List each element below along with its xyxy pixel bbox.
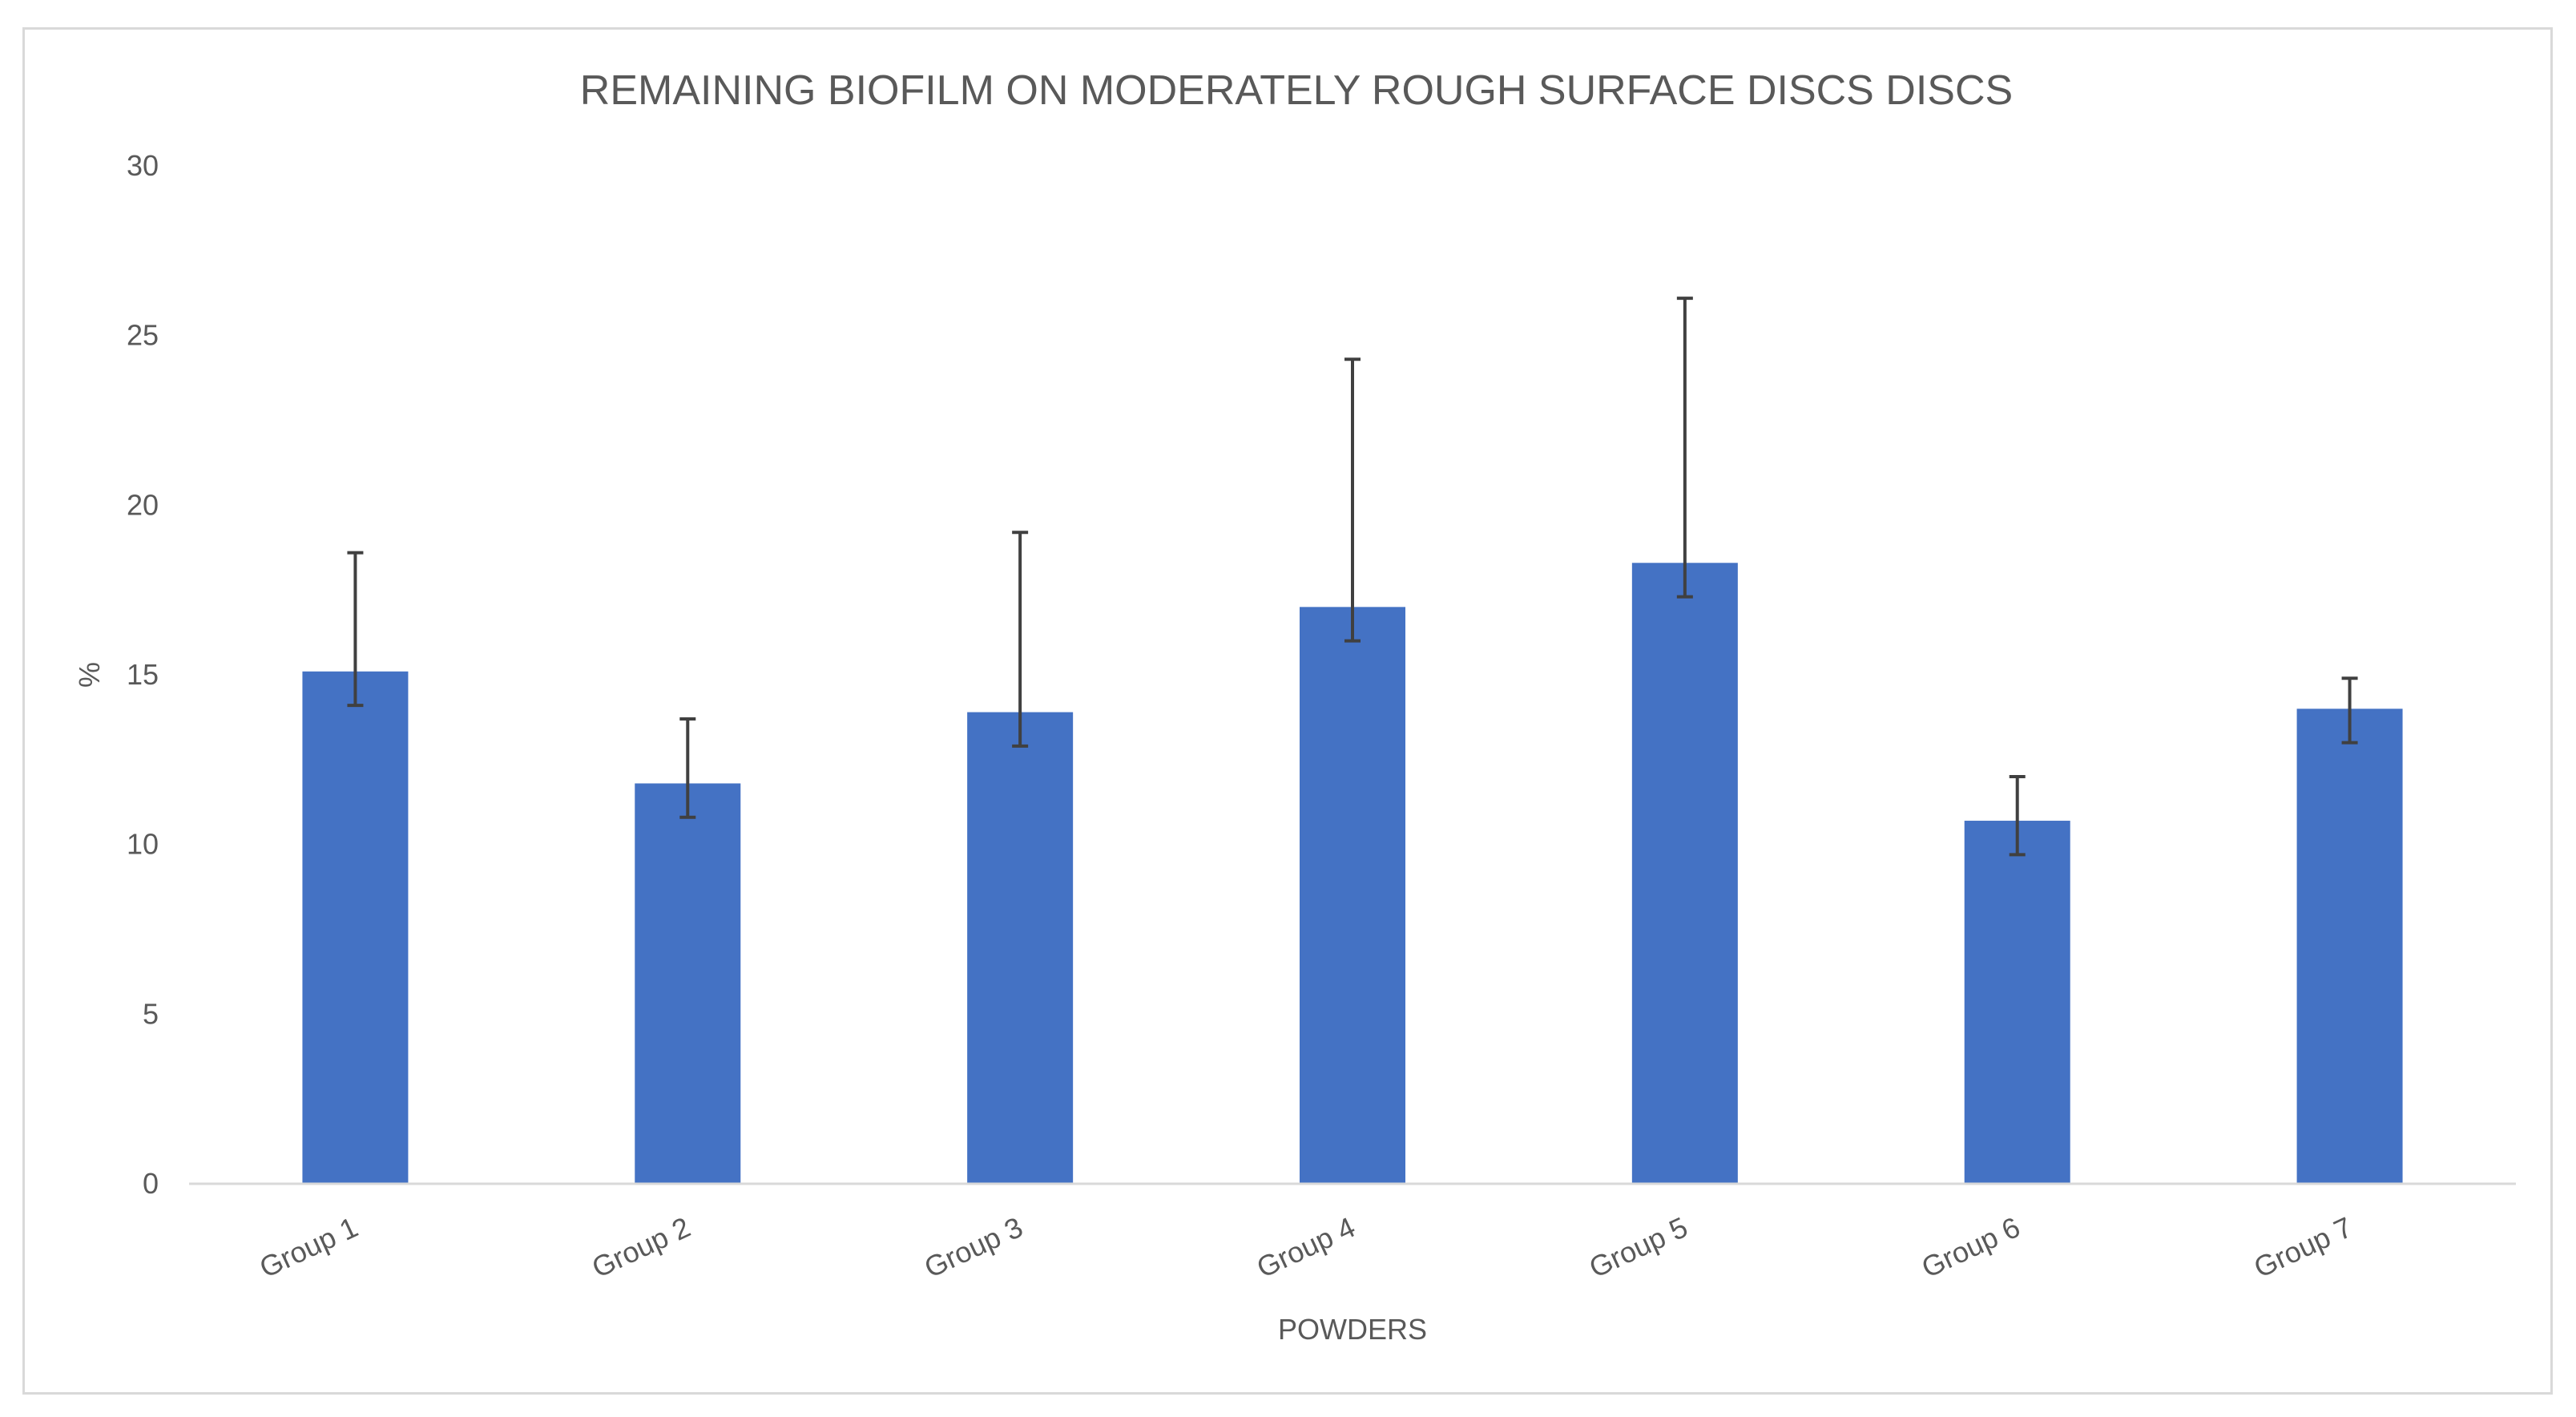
y-tick-label: 30 <box>127 149 159 182</box>
bar <box>1964 821 2070 1184</box>
bar <box>1631 563 1738 1184</box>
x-tick-label: Group 2 <box>587 1210 695 1284</box>
bar <box>635 783 741 1184</box>
x-tick-label: Group 1 <box>255 1210 363 1284</box>
chart-title: REMAINING BIOFILM ON MODERATELY ROUGH SU… <box>580 67 2013 114</box>
x-tick-label: Group 5 <box>1584 1210 1692 1284</box>
bar <box>967 712 1074 1184</box>
y-tick-label: 25 <box>127 319 159 352</box>
y-tick-label: 15 <box>127 658 159 691</box>
y-tick-label: 0 <box>143 1167 159 1200</box>
x-tick-label: Group 4 <box>1252 1210 1360 1284</box>
y-tick-label: 5 <box>143 997 159 1030</box>
x-tick-label: Group 6 <box>1917 1210 2025 1284</box>
x-axis-label: POWDERS <box>1278 1313 1427 1346</box>
bar <box>2296 708 2403 1184</box>
y-tick-label: 20 <box>127 488 159 521</box>
chart-frame <box>22 27 2553 1395</box>
y-axis-label: % <box>73 662 106 688</box>
y-tick-label: 10 <box>127 828 159 861</box>
bar <box>302 671 409 1184</box>
x-tick-label: Group 3 <box>919 1210 1027 1284</box>
plot-area: 0 5 10 15 20 25 30 Group 1 Group 2 Group 3 Group 4… <box>127 149 2516 1284</box>
x-tick-label: Group 7 <box>2249 1210 2357 1284</box>
bar <box>1300 607 1405 1184</box>
